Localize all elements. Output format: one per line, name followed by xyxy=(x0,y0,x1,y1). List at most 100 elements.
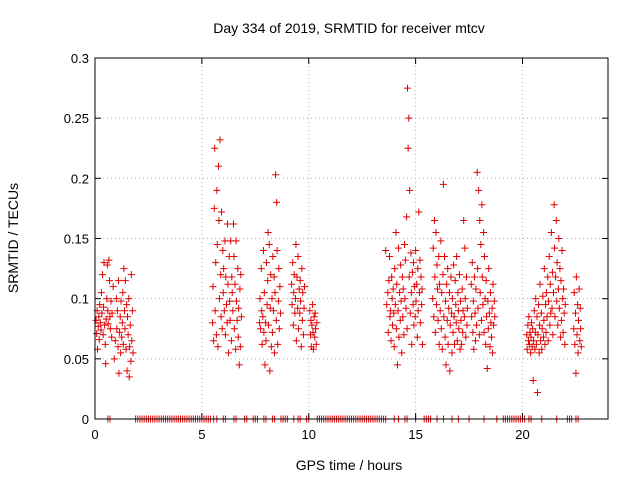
y-axis-label: SRMTID / TECUs xyxy=(5,183,21,293)
data-point xyxy=(448,349,456,357)
data-point xyxy=(116,328,124,336)
data-point xyxy=(476,216,484,224)
data-point xyxy=(537,337,545,345)
data-point xyxy=(576,337,584,345)
data-point xyxy=(384,328,392,336)
data-point xyxy=(95,313,103,321)
data-point xyxy=(533,389,541,397)
data-point xyxy=(533,313,541,321)
data-point xyxy=(396,289,404,297)
data-point xyxy=(413,333,421,341)
data-point xyxy=(231,280,239,288)
data-point xyxy=(297,343,305,351)
data-point xyxy=(452,301,460,309)
x-tick-label: 10 xyxy=(302,427,316,442)
x-tick-label: 20 xyxy=(515,427,529,442)
data-point xyxy=(98,271,106,279)
data-point xyxy=(117,349,125,357)
data-point xyxy=(557,277,565,285)
data-point xyxy=(311,309,319,317)
data-point xyxy=(294,304,302,312)
data-point xyxy=(310,313,318,321)
data-point xyxy=(535,349,543,357)
data-point xyxy=(430,216,438,224)
data-point xyxy=(213,186,221,194)
data-point xyxy=(300,304,308,312)
data-point xyxy=(209,319,217,327)
data-point xyxy=(226,297,234,305)
data-point xyxy=(115,277,123,285)
data-point xyxy=(402,304,410,312)
data-point xyxy=(412,247,420,255)
data-point xyxy=(434,316,442,324)
data-point xyxy=(401,295,409,303)
data-point xyxy=(472,285,480,293)
data-point xyxy=(224,280,232,288)
data-point xyxy=(263,301,271,309)
data-point xyxy=(418,340,426,348)
data-point xyxy=(433,285,441,293)
data-point xyxy=(549,289,557,297)
data-point xyxy=(442,297,450,305)
data-point xyxy=(209,283,217,291)
data-point xyxy=(559,295,567,303)
data-point xyxy=(120,307,128,315)
data-point xyxy=(123,367,131,375)
data-point xyxy=(397,297,405,305)
data-point xyxy=(416,256,424,264)
data-point xyxy=(474,304,482,312)
data-point xyxy=(104,307,112,315)
data-point xyxy=(96,301,104,309)
data-point xyxy=(120,265,128,273)
data-point xyxy=(234,265,242,273)
data-point xyxy=(483,364,491,372)
data-point xyxy=(389,285,397,293)
data-point xyxy=(297,297,305,305)
data-point xyxy=(459,328,467,336)
data-point xyxy=(259,247,267,255)
data-point xyxy=(529,325,537,333)
data-point xyxy=(403,213,411,221)
data-point xyxy=(97,326,105,334)
data-point xyxy=(539,292,547,300)
data-point xyxy=(271,349,279,357)
data-point xyxy=(531,345,539,353)
data-point xyxy=(395,333,403,341)
data-point xyxy=(394,307,402,315)
data-point xyxy=(125,295,133,303)
data-point xyxy=(483,313,491,321)
data-point xyxy=(479,301,487,309)
data-point xyxy=(430,313,438,321)
data-point xyxy=(401,256,409,264)
data-point xyxy=(313,319,321,327)
data-point xyxy=(119,340,127,348)
data-point xyxy=(490,321,498,329)
data-point xyxy=(213,241,221,249)
data-point xyxy=(437,325,445,333)
data-point xyxy=(429,244,437,252)
data-point xyxy=(411,313,419,321)
data-point xyxy=(443,316,451,324)
data-point xyxy=(269,307,277,315)
data-point xyxy=(570,325,578,333)
data-point xyxy=(221,331,229,339)
data-point xyxy=(443,280,451,288)
data-point xyxy=(298,316,306,324)
data-point xyxy=(577,325,585,333)
data-point xyxy=(396,316,404,324)
data-point xyxy=(413,280,421,288)
data-point xyxy=(484,297,492,305)
data-point xyxy=(414,307,422,315)
data-point xyxy=(217,313,225,321)
data-point xyxy=(268,295,276,303)
data-point xyxy=(391,265,399,273)
data-point xyxy=(463,321,471,329)
data-point xyxy=(391,301,399,309)
data-point xyxy=(446,367,454,375)
data-point xyxy=(403,325,411,333)
data-point xyxy=(222,273,230,281)
data-point xyxy=(269,253,277,261)
data-point xyxy=(224,220,232,228)
data-point xyxy=(468,259,476,267)
data-point xyxy=(115,369,123,377)
